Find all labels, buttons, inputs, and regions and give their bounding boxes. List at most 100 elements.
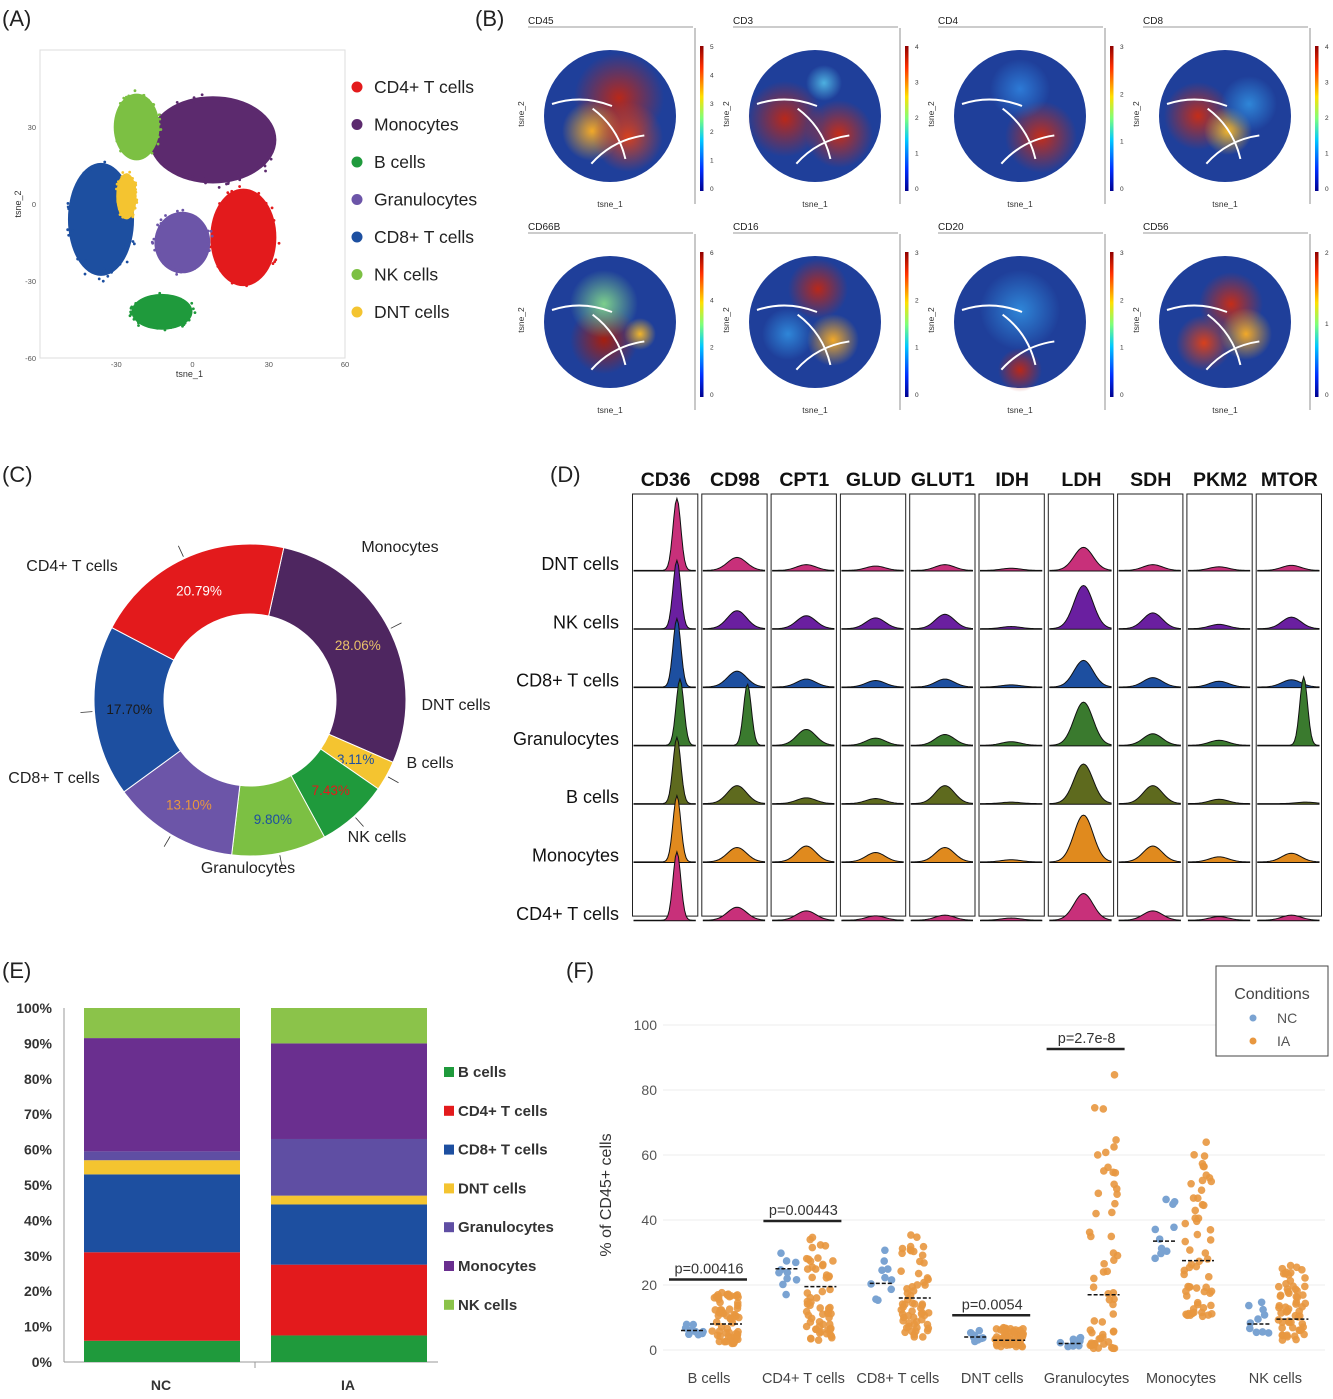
tsne-point bbox=[212, 239, 216, 243]
dot-ia-point bbox=[1291, 1311, 1300, 1320]
dot-ia-point bbox=[1292, 1298, 1301, 1307]
dot-ia-point bbox=[827, 1332, 836, 1341]
dot-ia-point bbox=[897, 1306, 906, 1314]
dot-ia-point bbox=[1099, 1105, 1108, 1113]
dot-ia-point bbox=[901, 1328, 909, 1337]
heatmap-x-label: tsne_1 bbox=[1007, 199, 1033, 209]
dot-y-label: % of CD45+ cells bbox=[598, 1133, 615, 1256]
tsne-legend-label: CD4+ T cells bbox=[374, 77, 474, 97]
panel-label-f: (F) bbox=[566, 958, 594, 983]
dot-nc-point bbox=[1162, 1195, 1170, 1204]
dot-y-tick: 80 bbox=[641, 1082, 657, 1098]
donut-leader bbox=[390, 622, 402, 629]
tsne-point bbox=[187, 215, 191, 219]
ridge-density-curve bbox=[772, 615, 835, 630]
dot-nc-point bbox=[881, 1273, 889, 1282]
ridge-density-curve bbox=[1118, 845, 1181, 863]
bar-legend-label: NK cells bbox=[458, 1297, 517, 1314]
heatmap-scale-tick: 1 bbox=[915, 151, 919, 158]
tsne-point bbox=[217, 186, 221, 189]
dot-ia-point bbox=[1183, 1311, 1192, 1320]
tsne-point bbox=[153, 294, 157, 298]
tsne-point bbox=[102, 267, 106, 271]
dot-ia-point bbox=[1109, 1168, 1117, 1177]
tsne-point bbox=[230, 189, 234, 193]
ridge-density-curve bbox=[702, 846, 766, 863]
tsne-point bbox=[132, 242, 136, 246]
dot-ia-point bbox=[1181, 1219, 1190, 1228]
heatmap-scale-tick: 2 bbox=[1325, 115, 1329, 122]
heatmap-cluster-gap bbox=[797, 313, 832, 366]
tsne-y-tick: -30 bbox=[25, 277, 36, 286]
dot-ia-point bbox=[1204, 1311, 1213, 1319]
tsne-point bbox=[118, 262, 122, 266]
tsne-point bbox=[142, 322, 145, 325]
ridge-row-label: CD8+ T cells bbox=[516, 671, 619, 691]
heatmap-scale-tick: 0 bbox=[1120, 392, 1124, 399]
tsne-point bbox=[181, 320, 185, 324]
ridge-density-curve bbox=[1187, 798, 1251, 805]
dot-ia-point bbox=[1090, 1103, 1099, 1112]
ridge-density-curve bbox=[980, 859, 1043, 863]
tsne-point bbox=[204, 181, 207, 185]
dot-ia-point bbox=[1282, 1279, 1290, 1288]
heatmap-cluster-gap bbox=[1205, 134, 1260, 165]
ridge-density-curve bbox=[1187, 623, 1251, 630]
tsne-point bbox=[251, 106, 255, 110]
dot-group-label: NK cells bbox=[1249, 1371, 1302, 1387]
donut-slice-label: CD8+ T cells bbox=[8, 770, 99, 787]
tsne-point bbox=[182, 101, 185, 105]
heatmap-scale-tick: 2 bbox=[710, 129, 714, 136]
dot-ia-point bbox=[921, 1281, 929, 1289]
tsne-point bbox=[95, 271, 99, 275]
heatmap-cd16: CD16 3 2 1 0 tsne_1 tsne_2 bbox=[721, 222, 919, 415]
dot-y-tick: 100 bbox=[634, 1017, 658, 1033]
dot-ia-point bbox=[808, 1273, 816, 1282]
dot-ia-point bbox=[905, 1319, 913, 1327]
dot-nc-point bbox=[682, 1320, 691, 1329]
dot-ia-point bbox=[1107, 1232, 1116, 1241]
donut-leader bbox=[163, 836, 171, 847]
tsne-point bbox=[175, 101, 179, 104]
ridge-density-curve bbox=[841, 798, 904, 805]
dot-ia-point bbox=[914, 1269, 923, 1278]
tsne-point bbox=[118, 106, 121, 110]
tsne-point bbox=[106, 274, 110, 278]
dot-ia-point bbox=[1198, 1200, 1207, 1209]
tsne-legend-dot bbox=[351, 81, 363, 93]
ridge-density-curve bbox=[772, 910, 835, 922]
dot-ia-point bbox=[733, 1299, 742, 1307]
tsne-point bbox=[206, 229, 210, 233]
tsne-point bbox=[131, 240, 135, 243]
tsne-point bbox=[152, 237, 156, 241]
dot-ia-point bbox=[1278, 1324, 1286, 1332]
dot-ia-point bbox=[1284, 1288, 1292, 1296]
heatmap-cluster-gap bbox=[1205, 340, 1260, 371]
tsne-point bbox=[270, 206, 274, 210]
tsne-point bbox=[226, 182, 230, 185]
heatmap-scale-tick: 3 bbox=[1120, 250, 1124, 257]
tsne-point bbox=[178, 213, 182, 217]
dot-ia-point bbox=[1201, 1249, 1210, 1257]
dot-ia-point bbox=[1092, 1209, 1100, 1218]
dot-ia-point bbox=[715, 1337, 724, 1346]
dot-nc-point bbox=[1246, 1324, 1254, 1333]
dot-nc-point bbox=[792, 1275, 801, 1284]
donut-leader bbox=[355, 817, 364, 827]
tsne-legend-dot bbox=[351, 269, 363, 280]
dot-group-1: CD4+ T cells p=0.00443 bbox=[762, 1203, 845, 1387]
tsne-point bbox=[261, 269, 265, 272]
heatmap-scale-tick: 0 bbox=[915, 186, 919, 193]
heatmap-cluster-gap bbox=[1166, 304, 1228, 313]
dot-ia-point bbox=[1191, 1206, 1200, 1215]
heatmap-cluster-gap bbox=[1000, 340, 1055, 371]
dot-group-label: Monocytes bbox=[1146, 1371, 1216, 1387]
heatmap-x-label: tsne_1 bbox=[802, 405, 828, 415]
tsne-point bbox=[120, 254, 123, 257]
heatmap-scale-tick: 1 bbox=[1120, 345, 1124, 352]
ridge-density-curve bbox=[980, 684, 1043, 689]
dot-nc-point bbox=[1245, 1301, 1253, 1310]
dot-ia-point bbox=[1086, 1326, 1095, 1334]
stacked-bar-segment bbox=[84, 1174, 240, 1253]
dot-ia-point bbox=[1200, 1162, 1208, 1171]
